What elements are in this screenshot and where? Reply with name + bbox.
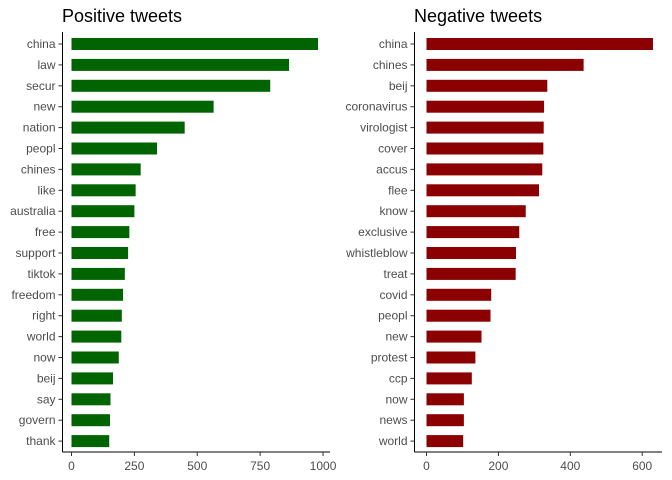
positive-y-tick-label: world: [26, 330, 56, 344]
negative-y-tick-label: news: [379, 413, 407, 427]
positive-bar-like: [71, 184, 136, 197]
negative-bar-now: [426, 393, 464, 406]
negative-y-tick-label: new: [385, 330, 407, 344]
positive-bar-peopl: [71, 142, 158, 155]
negative-bar-china: [426, 38, 653, 50]
positive-x-tick-label: 1000: [310, 459, 337, 473]
positive-y-tick-label: freedom: [11, 288, 55, 302]
positive-bar-support: [71, 247, 129, 259]
positive-y-tick-label: australia: [10, 204, 56, 218]
positive-y-tick-label: govern: [19, 413, 56, 427]
negative-bar-exclusive: [426, 226, 520, 239]
negative-x-tick-label: 0: [423, 459, 430, 473]
negative-y-tick-label: flee: [388, 183, 408, 197]
positive-bar-new: [71, 100, 214, 113]
negative-y-tick-label: now: [385, 392, 407, 406]
negative-bar-world: [426, 435, 464, 448]
negative-y-tick-label: peopl: [378, 309, 407, 323]
positive-y-tick-label: now: [33, 351, 55, 365]
positive-y-tick-label: say: [37, 392, 56, 406]
positive-y-tick-label: like: [37, 183, 55, 197]
positive-bar-world: [71, 330, 122, 343]
positive-bar-china: [71, 38, 318, 50]
negative-y-tick-label: know: [379, 204, 407, 218]
negative-bar-know: [426, 205, 526, 218]
positive-y-tick-label: tiktok: [27, 267, 56, 281]
positive-y-tick-label: free: [35, 225, 56, 239]
negative-y-tick-label: whistleblow: [345, 246, 408, 260]
negative-y-tick-label: china: [379, 37, 408, 51]
negative-y-tick-label: cover: [378, 142, 407, 156]
positive-bar-thank: [71, 435, 110, 448]
positive-bar-freedom: [71, 288, 124, 301]
negative-y-tick-label: exclusive: [358, 225, 408, 239]
positive-y-tick-label: nation: [23, 121, 56, 135]
positive-chart-title: Positive tweets: [62, 6, 183, 26]
negative-x-tick-label: 600: [632, 459, 652, 473]
positive-y-tick-label: secur: [26, 79, 55, 93]
positive-y-tick-label: law: [37, 58, 55, 72]
negative-bar-protest: [426, 351, 476, 364]
positive-x-tick-label: 750: [250, 459, 270, 473]
negative-x-tick-label: 200: [488, 459, 508, 473]
positive-y-tick-label: china: [27, 37, 56, 51]
positive-y-tick-label: thank: [26, 434, 56, 448]
positive-bar-right: [71, 309, 122, 322]
positive-y-tick-label: chines: [21, 162, 56, 176]
negative-bar-beij: [426, 79, 548, 92]
negative-y-tick-label: chines: [373, 58, 408, 72]
positive-y-tick-label: right: [32, 309, 56, 323]
positive-bar-govern: [71, 414, 110, 427]
positive-x-tick-label: 0: [68, 459, 75, 473]
negative-y-tick-label: world: [378, 434, 408, 448]
negative-bar-whistleblow: [426, 247, 517, 259]
negative-bar-virologist: [426, 121, 544, 134]
negative-bar-new: [426, 330, 482, 343]
positive-y-tick-label: new: [33, 100, 55, 114]
positive-y-tick-label: support: [15, 246, 56, 260]
negative-bar-flee: [426, 184, 540, 197]
negative-y-tick-label: coronavirus: [345, 100, 407, 114]
negative-y-tick-label: beij: [389, 79, 408, 93]
negative-bar-covid: [426, 288, 492, 301]
positive-bar-say: [71, 393, 111, 406]
negative-y-tick-label: accus: [376, 162, 407, 176]
positive-x-tick-label: 500: [187, 459, 207, 473]
positive-bar-chines: [71, 163, 141, 176]
negative-y-tick-label: ccp: [389, 371, 408, 385]
negative-bar-accus: [426, 163, 543, 176]
positive-x-tick-label: 250: [124, 459, 144, 473]
negative-bar-news: [426, 414, 464, 427]
positive-bar-secur: [71, 79, 271, 92]
negative-chart-title: Negative tweets: [414, 6, 543, 26]
positive-bar-beij: [71, 372, 114, 385]
positive-bar-law: [71, 58, 290, 71]
negative-y-tick-label: virologist: [360, 121, 408, 135]
negative-bar-ccp: [426, 372, 472, 385]
positive-bar-nation: [71, 121, 185, 134]
positive-y-tick-label: beij: [37, 371, 56, 385]
positive-bar-australia: [71, 205, 135, 218]
negative-bar-cover: [426, 142, 544, 155]
negative-x-tick-label: 400: [560, 459, 580, 473]
positive-bar-free: [71, 226, 130, 239]
positive-bar-tiktok: [71, 267, 125, 280]
negative-y-tick-label: covid: [379, 288, 407, 302]
positive-y-tick-label: peopl: [26, 142, 55, 156]
negative-y-tick-label: protest: [371, 351, 408, 365]
negative-bar-chines: [426, 58, 584, 71]
negative-y-tick-label: treat: [383, 267, 408, 281]
negative-bar-coronavirus: [426, 100, 545, 113]
negative-bar-treat: [426, 267, 516, 280]
positive-bar-now: [71, 351, 119, 364]
negative-bar-peopl: [426, 309, 491, 322]
